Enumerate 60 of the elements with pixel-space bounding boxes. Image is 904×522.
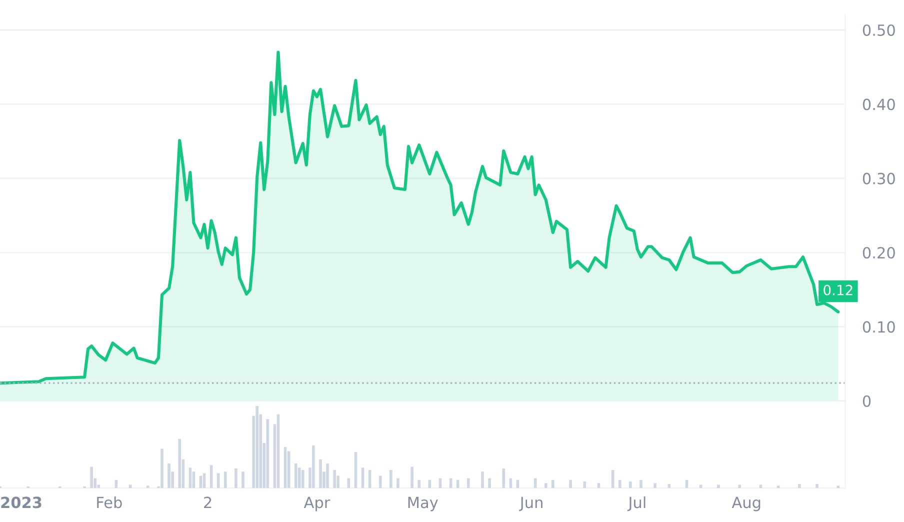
y-tick-label: 0: [862, 395, 871, 407]
bar: [410, 466, 414, 488]
bar: [168, 463, 170, 488]
bar: [449, 478, 452, 488]
bar: [699, 484, 702, 488]
bar: [583, 482, 586, 488]
bar: [347, 478, 350, 488]
bar: [798, 484, 801, 488]
bar: [242, 472, 244, 488]
x-tick-label: 2: [204, 496, 212, 508]
bar: [298, 468, 301, 488]
bar: [466, 478, 470, 488]
bar: [534, 478, 537, 488]
bar: [396, 478, 400, 488]
bar: [738, 484, 741, 488]
x-tick-label: 2023: [1, 496, 42, 508]
bar: [256, 406, 259, 488]
bar: [654, 483, 656, 488]
bar: [488, 478, 491, 488]
bar: [319, 459, 322, 488]
bar: [301, 470, 304, 488]
y-tick-label: 0.50: [862, 24, 895, 36]
x-tick-label: Aug: [732, 496, 760, 512]
y-tick-label: 0.20: [862, 246, 895, 259]
bar: [668, 484, 671, 488]
y-tick-label: 0.30: [862, 172, 895, 184]
x-tick-label: May: [408, 496, 438, 512]
bar: [438, 478, 442, 488]
bar: [90, 466, 93, 488]
bar: [234, 468, 238, 488]
annotation: 0.12: [824, 284, 852, 296]
x-tick-label: Apr: [304, 496, 330, 512]
bar: [629, 482, 632, 488]
bar: [390, 470, 392, 488]
bar: [717, 484, 720, 488]
y-tick-label: 0.10: [862, 321, 895, 333]
bar: [333, 470, 336, 488]
x-tick-label: Feb: [97, 496, 122, 508]
bar: [640, 480, 642, 488]
bar: [544, 483, 548, 488]
bar: [502, 468, 506, 488]
bar: [224, 472, 227, 488]
bar: [618, 480, 622, 488]
bar: [481, 472, 484, 488]
bar: [509, 478, 512, 488]
bar: [816, 484, 818, 488]
bar: [552, 480, 554, 488]
x-tick-label: Jul: [627, 496, 646, 512]
bar: [178, 438, 182, 488]
bar: [378, 476, 382, 488]
bar: [418, 480, 421, 488]
y-tick-label: 0.40: [862, 98, 895, 110]
bar: [160, 448, 164, 488]
bar: [216, 473, 220, 488]
bar: [597, 483, 600, 488]
x-tick-label: Jun: [519, 496, 542, 512]
bar: [326, 463, 329, 488]
bar: [569, 480, 572, 488]
bar: [146, 486, 150, 488]
bar: [312, 445, 315, 488]
